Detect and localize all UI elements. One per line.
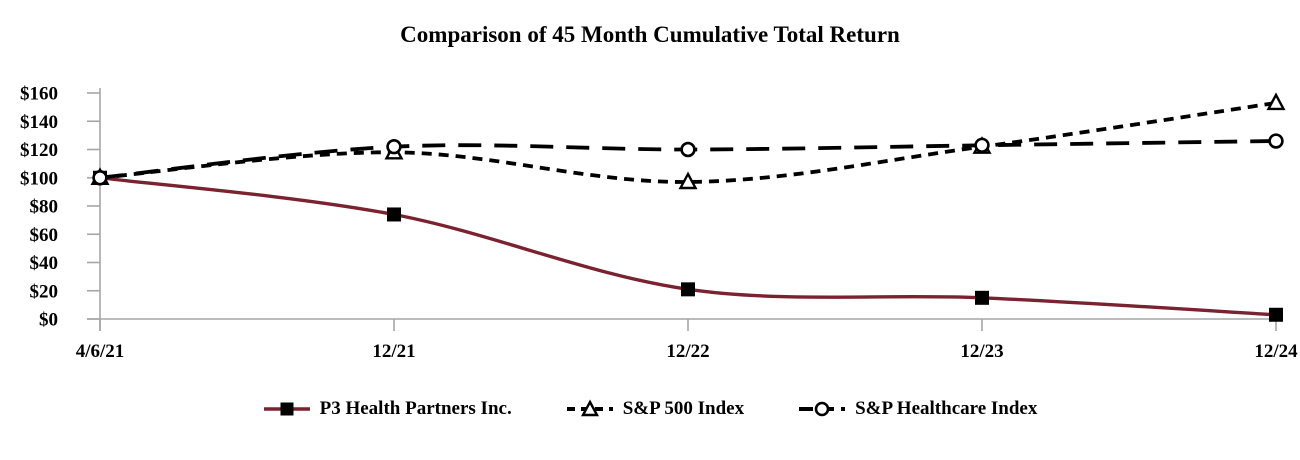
legend-triangle-marker-icon — [566, 399, 613, 417]
chart-legend: P3 Health Partners Inc. S&P 500 Index S&P … — [0, 398, 1300, 420]
marker-square-p3-health-partners-inc — [1269, 307, 1283, 322]
legend-label: S&P Healthcare Index — [855, 398, 1038, 419]
legend-label: S&P 500 Index — [622, 398, 745, 419]
y-axis-label: $140 — [20, 112, 58, 133]
circle-glyph — [814, 401, 830, 417]
marker-circle-s-p-healthcare-index — [92, 170, 108, 186]
marker-circle-s-p-healthcare-index — [680, 141, 696, 158]
x-axis-label: 12/21 — [372, 341, 415, 362]
marker-triangle-s-p-500-index — [1266, 92, 1286, 111]
y-axis-label: $100 — [20, 168, 58, 189]
line-chart-plot-area: $0 $20 $40 $60 $80 $100 $120 $140 $160 4/6/21 12/2… — [20, 84, 1298, 363]
marker-circle-s-p-healthcare-index — [974, 137, 990, 153]
legend-circle-marker-icon — [799, 401, 846, 417]
square-glyph — [280, 402, 294, 416]
x-axis-label: 12/22 — [666, 341, 709, 362]
marker-square-p3-health-partners-inc — [681, 282, 695, 297]
y-axis-label: $160 — [20, 84, 58, 105]
x-axis-label: 12/23 — [960, 341, 1003, 362]
legend-item-s-p-healthcare-index: S&P Healthcare Index — [798, 398, 1037, 420]
marker-square-p3-health-partners-inc — [387, 207, 401, 222]
triangle-glyph — [580, 399, 599, 417]
y-axis-label: $20 — [30, 281, 59, 302]
marker-square-p3-health-partners-inc — [975, 290, 989, 305]
y-axis-label: $0 — [39, 310, 58, 331]
legend-square-marker-icon — [263, 402, 310, 416]
y-axis-label: $40 — [30, 253, 59, 274]
y-axis-label: $60 — [30, 225, 59, 246]
chart-title: Comparison of 45 Month Cumulative Total … — [400, 22, 900, 47]
y-axis-label: $120 — [20, 140, 58, 161]
marker-circle-s-p-healthcare-index — [386, 138, 402, 155]
y-axis-label: $80 — [30, 197, 59, 218]
x-axis-label: 12/24 — [1254, 341, 1298, 362]
legend-label: P3 Health Partners Inc. — [319, 398, 512, 419]
legend-item-p3-health-partners-inc: P3 Health Partners Inc. — [263, 398, 512, 420]
x-axis-label: 4/6/21 — [76, 341, 125, 362]
series-line-s-p-500-index — [99, 101, 1277, 184]
marker-triangle-s-p-500-index — [678, 171, 698, 190]
marker-circle-s-p-healthcare-index — [1268, 133, 1284, 149]
legend-item-s-p-500-index: S&P 500 Index — [566, 398, 744, 420]
